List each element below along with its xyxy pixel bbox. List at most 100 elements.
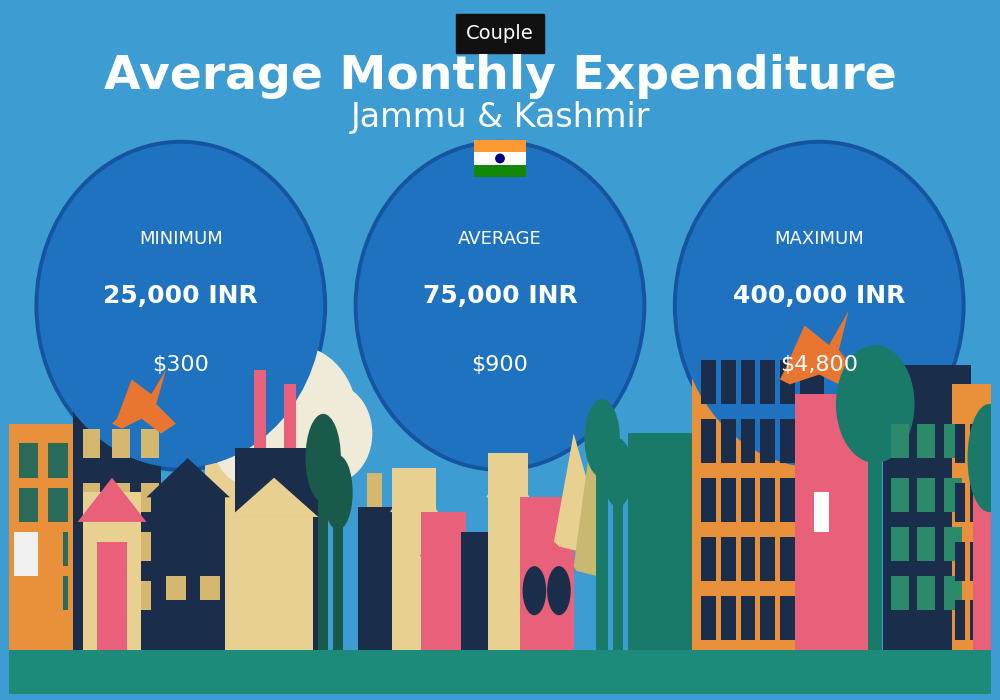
Bar <box>19 487 38 522</box>
Bar <box>520 497 574 650</box>
Bar <box>780 477 795 522</box>
Bar <box>721 360 736 404</box>
Bar <box>780 537 795 581</box>
Bar <box>800 419 814 463</box>
Bar <box>367 473 382 508</box>
Bar <box>721 537 736 581</box>
Bar <box>800 596 814 640</box>
Bar <box>868 414 882 650</box>
Bar <box>200 576 220 601</box>
Text: 25,000 INR: 25,000 INR <box>103 284 258 308</box>
Bar <box>955 482 965 522</box>
Polygon shape <box>78 477 146 522</box>
Bar <box>692 326 829 650</box>
Ellipse shape <box>762 342 857 456</box>
Ellipse shape <box>673 140 966 472</box>
Bar <box>205 463 259 650</box>
Bar <box>112 482 130 512</box>
Ellipse shape <box>523 566 546 615</box>
Bar <box>741 477 755 522</box>
Bar <box>809 419 824 463</box>
Text: $4,800: $4,800 <box>780 355 858 374</box>
Ellipse shape <box>34 140 327 472</box>
Bar <box>83 581 100 610</box>
Bar <box>254 370 266 448</box>
Text: $900: $900 <box>472 355 528 374</box>
Bar <box>141 581 159 610</box>
Bar <box>741 596 755 640</box>
Bar <box>917 576 935 610</box>
Bar <box>955 601 965 640</box>
Bar <box>19 443 38 477</box>
Bar <box>917 527 935 561</box>
Bar <box>973 453 991 650</box>
Bar <box>809 537 824 581</box>
Text: AVERAGE: AVERAGE <box>458 230 542 248</box>
Bar <box>760 419 775 463</box>
Bar <box>809 596 824 640</box>
Ellipse shape <box>836 345 915 463</box>
Bar <box>970 482 979 522</box>
Bar <box>83 532 100 561</box>
Bar <box>944 527 962 561</box>
Polygon shape <box>230 477 318 517</box>
Polygon shape <box>87 522 137 650</box>
Bar <box>19 576 38 610</box>
Bar <box>83 428 100 458</box>
Bar <box>474 164 526 177</box>
Text: 400,000 INR: 400,000 INR <box>733 284 905 308</box>
Bar <box>741 537 755 581</box>
Bar <box>952 384 991 650</box>
Bar <box>213 468 233 497</box>
Bar <box>9 650 991 694</box>
Text: Couple: Couple <box>466 25 534 43</box>
Bar <box>891 527 909 561</box>
Text: Average Monthly Expenditure: Average Monthly Expenditure <box>104 55 896 99</box>
Bar <box>48 443 68 477</box>
Bar <box>141 532 159 561</box>
Bar <box>474 140 526 152</box>
Ellipse shape <box>354 140 646 472</box>
Bar <box>48 487 68 522</box>
Bar <box>73 374 161 650</box>
Bar <box>166 576 186 601</box>
Bar <box>917 424 935 458</box>
Bar <box>944 477 962 512</box>
Bar <box>284 384 296 448</box>
Bar <box>760 477 775 522</box>
Bar <box>83 492 141 650</box>
Ellipse shape <box>847 353 929 455</box>
Ellipse shape <box>230 345 358 492</box>
Polygon shape <box>486 458 529 497</box>
Bar <box>814 492 829 532</box>
Ellipse shape <box>547 566 571 615</box>
Bar <box>760 596 775 640</box>
Bar <box>800 360 814 404</box>
Bar <box>741 419 755 463</box>
Bar <box>421 512 466 650</box>
Bar <box>358 508 407 650</box>
Bar <box>721 419 736 463</box>
Bar <box>596 443 608 650</box>
Bar <box>254 552 289 650</box>
Bar <box>891 576 909 610</box>
Ellipse shape <box>306 414 341 502</box>
Bar <box>97 542 127 650</box>
Bar <box>318 468 328 650</box>
Bar <box>9 532 63 650</box>
Polygon shape <box>151 497 225 650</box>
Polygon shape <box>235 517 313 650</box>
Ellipse shape <box>603 438 633 508</box>
Polygon shape <box>780 311 859 389</box>
Bar <box>780 419 795 463</box>
Bar <box>488 453 528 650</box>
Bar <box>891 477 909 512</box>
Ellipse shape <box>495 153 505 163</box>
Bar <box>891 424 909 458</box>
Bar <box>955 424 965 463</box>
Bar <box>944 424 962 458</box>
Bar <box>474 152 526 164</box>
Ellipse shape <box>584 399 620 477</box>
Bar <box>628 433 701 650</box>
Bar <box>944 576 962 610</box>
